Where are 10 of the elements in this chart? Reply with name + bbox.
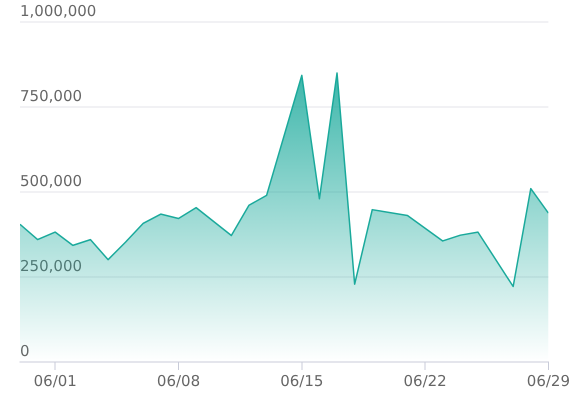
x-tick-label: 06/08 bbox=[156, 372, 200, 390]
x-tick-label: 06/22 bbox=[403, 372, 447, 390]
y-tick-label: 750,000 bbox=[20, 86, 82, 105]
y-tick-label: 1,000,000 bbox=[20, 2, 96, 20]
x-tick-label: 06/01 bbox=[34, 372, 77, 390]
x-tick-label: 06/29 bbox=[526, 372, 570, 390]
y-tick-label: 0 bbox=[20, 342, 30, 360]
y-tick-label: 500,000 bbox=[20, 172, 82, 190]
x-tick-label: 06/15 bbox=[280, 372, 324, 390]
y-tick-label: 250,000 bbox=[20, 256, 82, 275]
